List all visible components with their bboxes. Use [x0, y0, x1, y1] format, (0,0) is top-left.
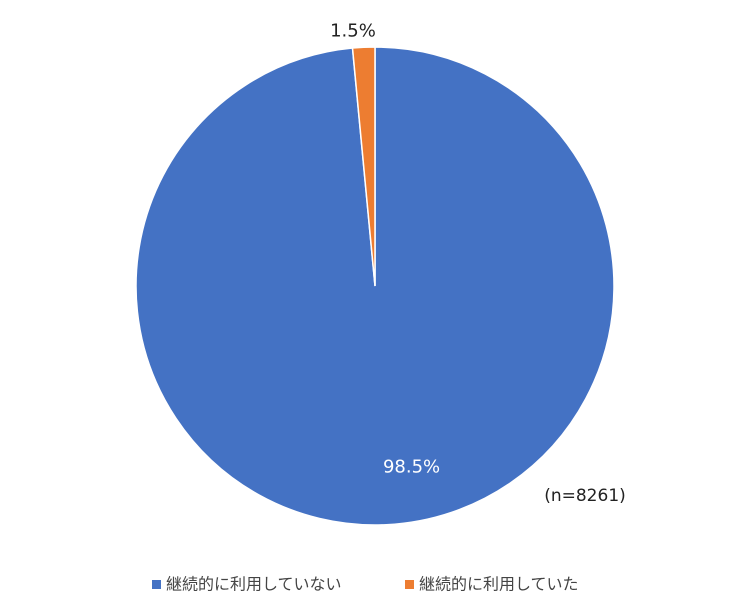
data-label: 1.5%	[330, 20, 376, 41]
legend-label: 継続的に利用していた	[419, 575, 579, 594]
data-label: 98.5%	[383, 456, 440, 477]
legend-swatch	[152, 580, 161, 589]
legend-label: 継続的に利用していない	[166, 575, 342, 594]
pie-slice	[351, 46, 376, 287]
annotation: (n=8261)	[544, 486, 626, 506]
legend-swatch	[405, 580, 414, 589]
